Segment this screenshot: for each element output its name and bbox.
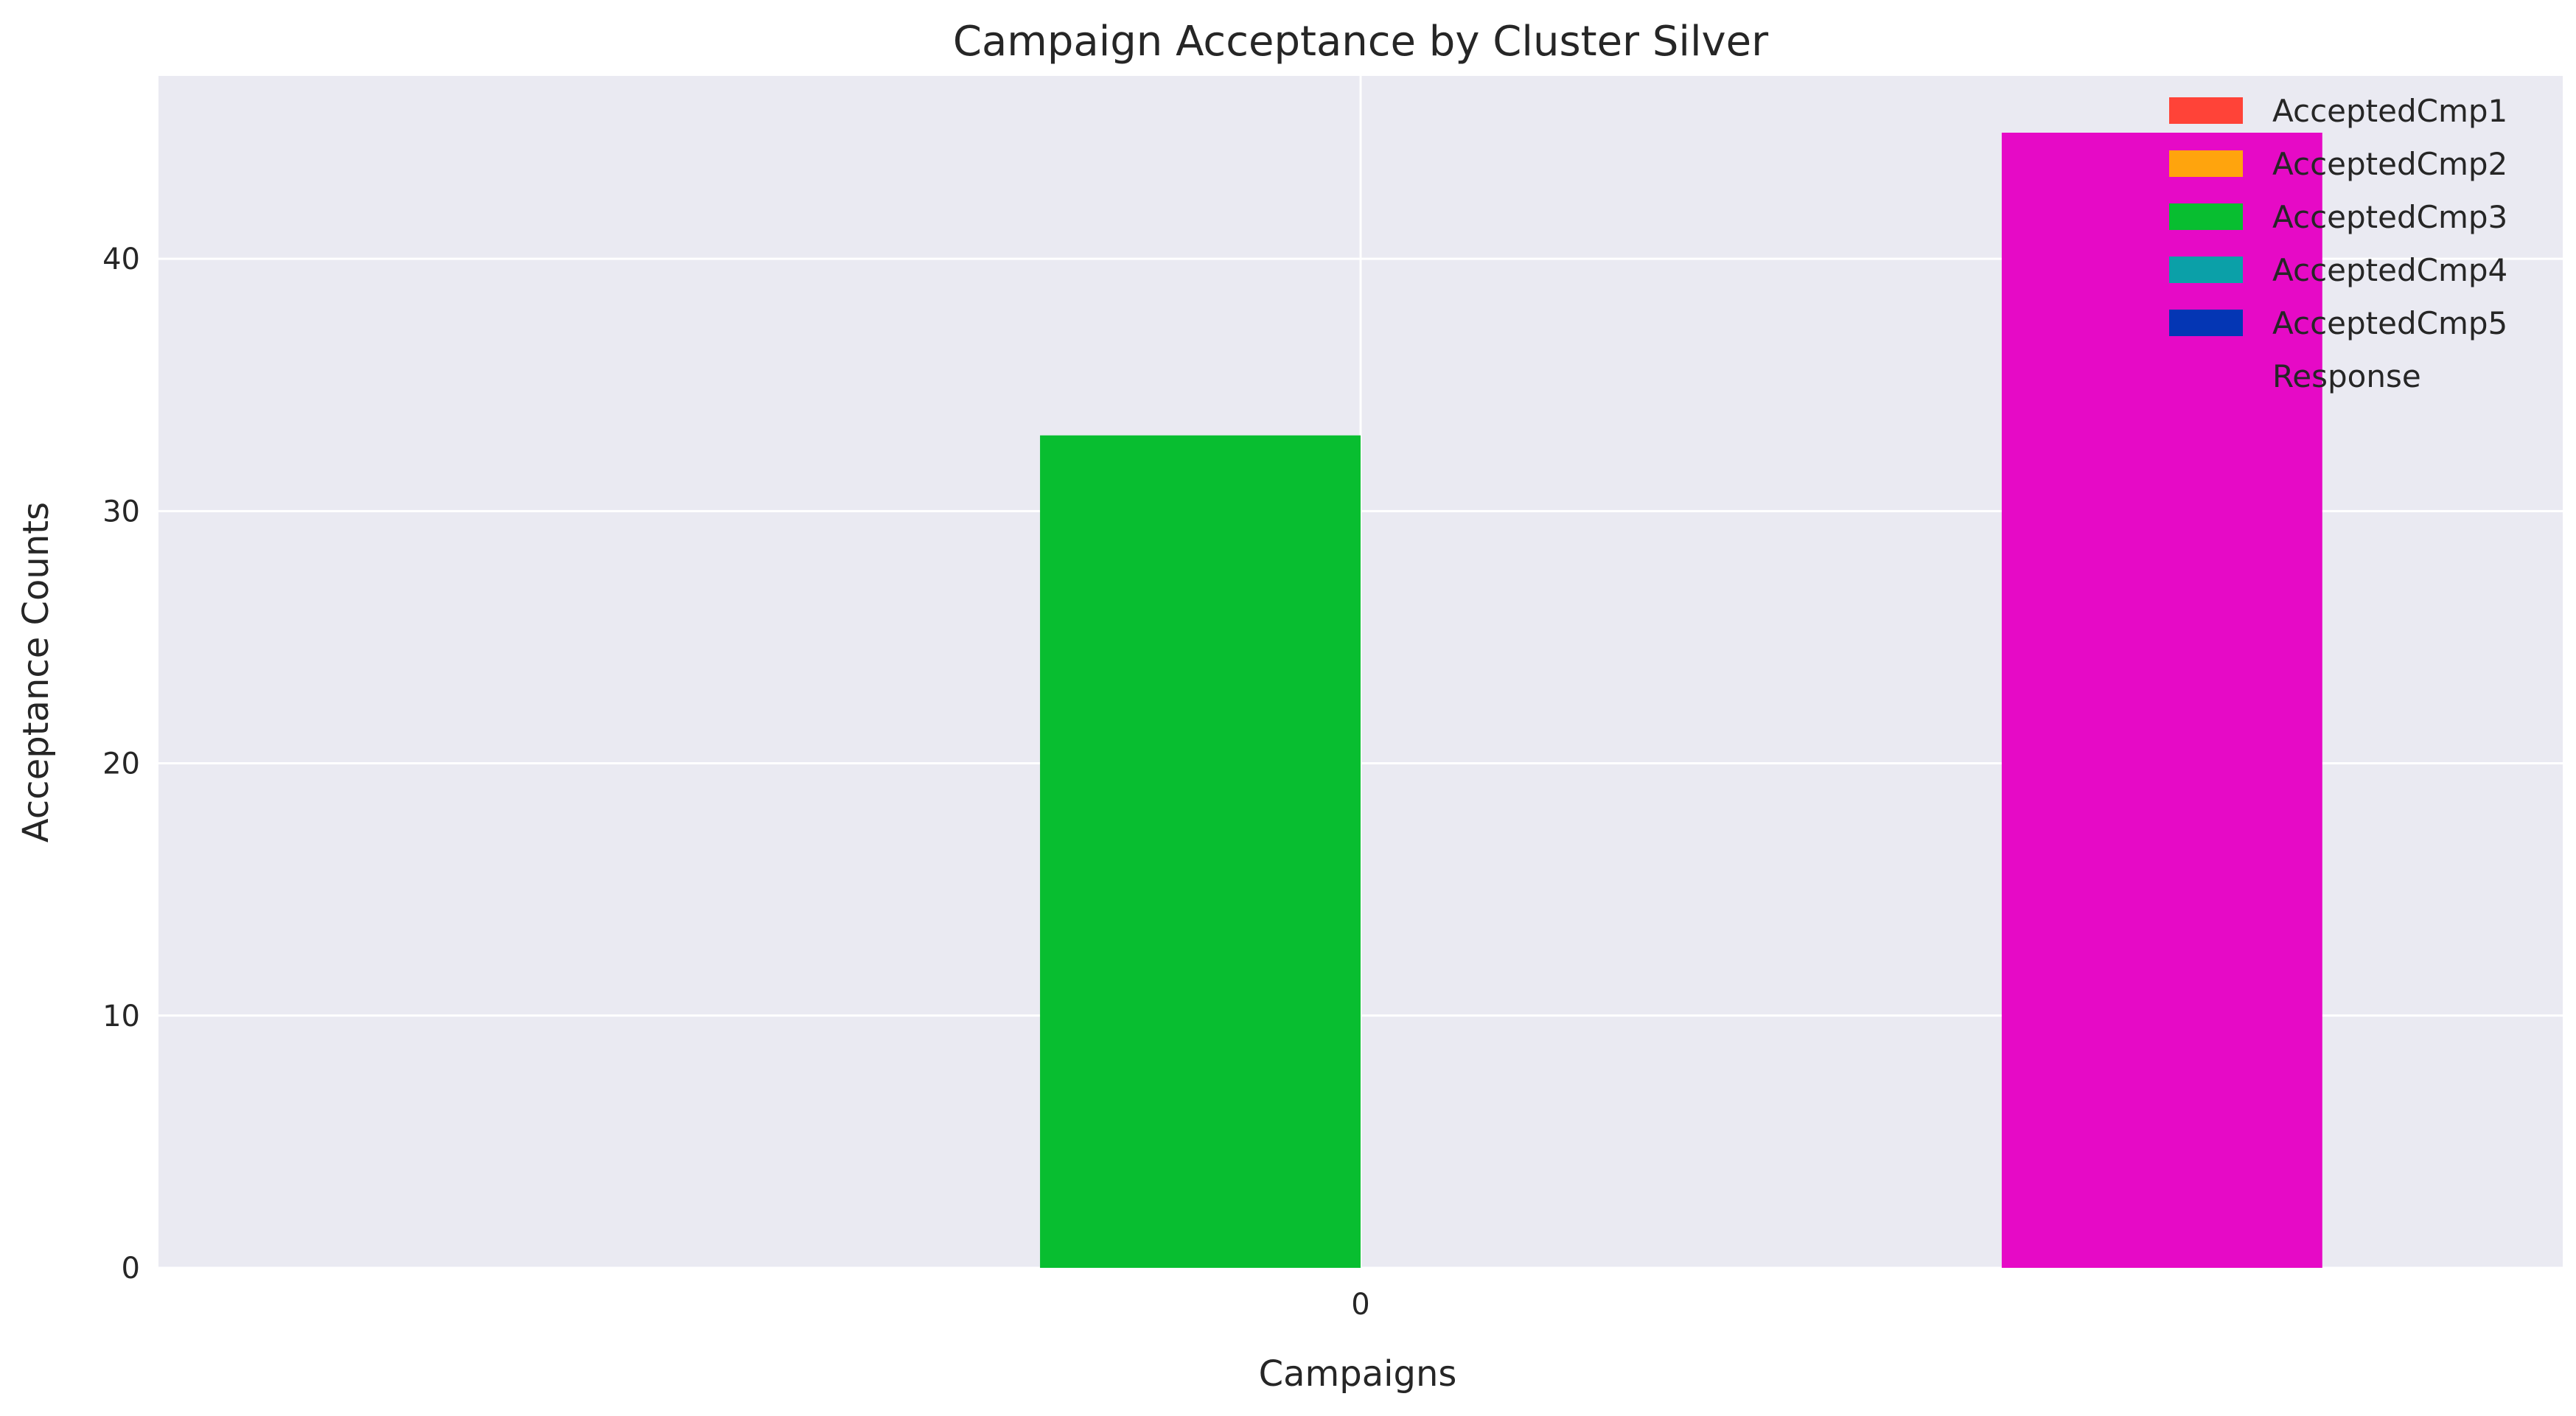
legend-label: AcceptedCmp2: [2272, 146, 2507, 182]
legend-label: AcceptedCmp5: [2272, 305, 2507, 341]
legend-label: AcceptedCmp3: [2272, 199, 2507, 235]
y-axis-label: Acceptance Counts: [15, 502, 57, 843]
legend-swatch: [2169, 257, 2243, 283]
legend-label: AcceptedCmp4: [2272, 252, 2507, 288]
legend-swatch: [2169, 203, 2243, 230]
legend-swatch: [2169, 97, 2243, 124]
x-tick-label: 0: [1351, 1288, 1369, 1322]
y-tick-label: 40: [102, 243, 140, 276]
legend-swatch: [2169, 150, 2243, 177]
x-axis-ticks: 0: [1351, 1288, 1369, 1322]
legend-swatch: [2169, 363, 2243, 389]
y-axis-ticks: 0 10 20 30 40: [102, 243, 140, 1286]
y-tick-label: 10: [102, 1000, 140, 1033]
legend-label: Response: [2272, 358, 2421, 394]
bar-AcceptedCmp3: [1040, 435, 1361, 1268]
y-tick-label: 20: [102, 747, 140, 781]
y-tick-label: 30: [102, 495, 140, 529]
legend-swatch: [2169, 310, 2243, 336]
y-tick-label: 0: [122, 1252, 140, 1286]
legend-label: AcceptedCmp1: [2272, 93, 2507, 129]
bars: [1040, 133, 2322, 1268]
bar-Response: [2001, 133, 2322, 1268]
x-axis-label: Campaigns: [1259, 1353, 1457, 1395]
legend: AcceptedCmp1 AcceptedCmp2 AcceptedCmp3 Acce…: [2169, 93, 2507, 394]
chart-title: Campaign Acceptance by Cluster Silver: [953, 18, 1769, 66]
